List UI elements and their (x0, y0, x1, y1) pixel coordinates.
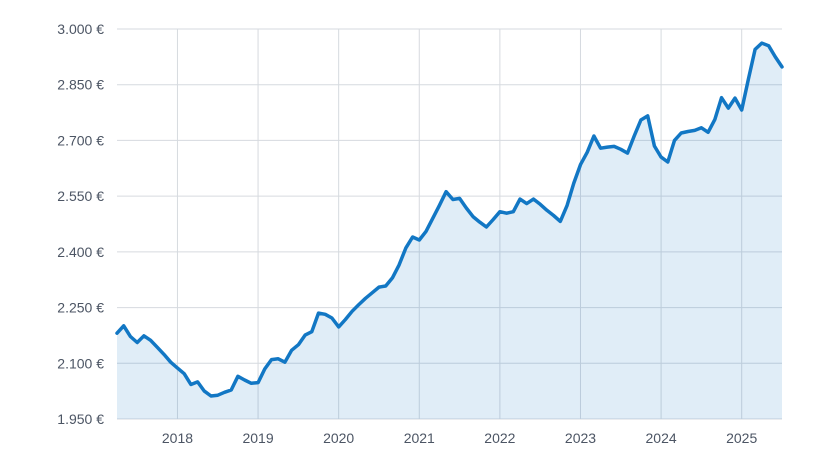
y-axis-tick-label: 2.850 € (57, 77, 104, 93)
y-axis-tick-label: 2.400 € (57, 244, 104, 260)
area-fill (117, 43, 782, 419)
y-axis-tick-label: 2.550 € (57, 188, 104, 204)
y-axis-tick-label: 2.250 € (57, 300, 104, 316)
y-axis-tick-label: 3.000 € (57, 21, 104, 37)
x-axis-tick-label: 2020 (323, 430, 354, 446)
x-axis-tick-label: 2019 (242, 430, 273, 446)
y-axis-tick-label: 2.100 € (57, 355, 104, 371)
y-axis-tick-label: 2.700 € (57, 132, 104, 148)
y-axis-tick-label: 1.950 € (57, 411, 104, 427)
x-axis-tick-label: 2025 (726, 430, 757, 446)
x-axis-tick-label: 2022 (484, 430, 515, 446)
price-line (115, 41, 784, 398)
x-axis-tick-label: 2018 (162, 430, 193, 446)
x-axis-tick-label: 2021 (404, 430, 435, 446)
x-axis-tick-label: 2023 (565, 430, 596, 446)
x-axis-tick-label: 2024 (646, 430, 677, 446)
